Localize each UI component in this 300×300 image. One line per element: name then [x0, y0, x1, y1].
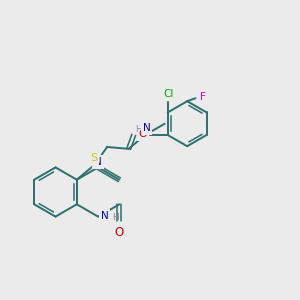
Text: H: H — [112, 213, 119, 222]
Text: H: H — [136, 125, 142, 134]
Text: S: S — [91, 153, 98, 163]
Text: Cl: Cl — [163, 89, 173, 99]
Text: N: N — [143, 123, 151, 133]
Text: N: N — [94, 157, 102, 167]
Text: N: N — [100, 211, 108, 221]
Text: F: F — [200, 92, 206, 102]
Text: O: O — [139, 129, 148, 139]
Text: O: O — [115, 226, 124, 239]
